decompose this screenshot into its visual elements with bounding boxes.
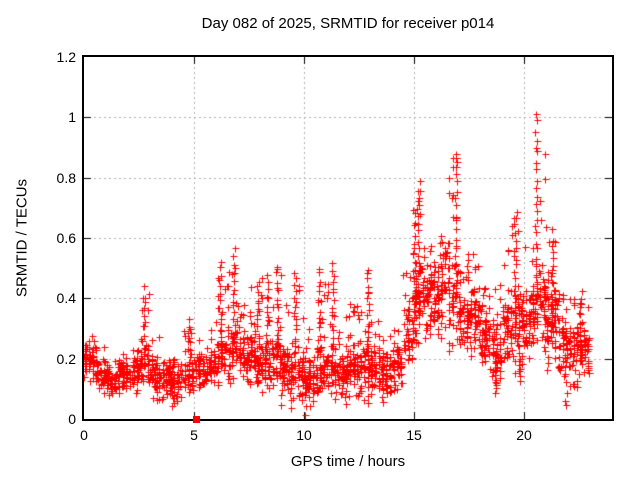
scatter-canvas (84, 57, 612, 419)
plot-area (82, 55, 614, 421)
x-tick-label: 10 (296, 427, 312, 443)
y-tick-label: 0 (68, 411, 76, 427)
y-tick-label: 0.4 (56, 290, 76, 307)
y-tick-label: 1 (68, 109, 76, 126)
x-tick-label: 20 (516, 427, 532, 443)
x-axis-label: GPS time / hours (290, 453, 406, 470)
x-tick-label: 15 (406, 427, 422, 443)
y-tick-label: 0.2 (56, 350, 76, 367)
outlier-point-marker (192, 415, 200, 423)
x-tick-label: 0 (80, 427, 88, 443)
x-tick-label: 5 (190, 427, 198, 443)
y-tick-label: 0.6 (56, 230, 76, 246)
y-tick-label: 1.2 (56, 49, 76, 65)
y-tick-label: 0.8 (56, 169, 76, 186)
chart-title: Day 082 of 2025, SRMTID for receiver p01… (201, 15, 495, 32)
